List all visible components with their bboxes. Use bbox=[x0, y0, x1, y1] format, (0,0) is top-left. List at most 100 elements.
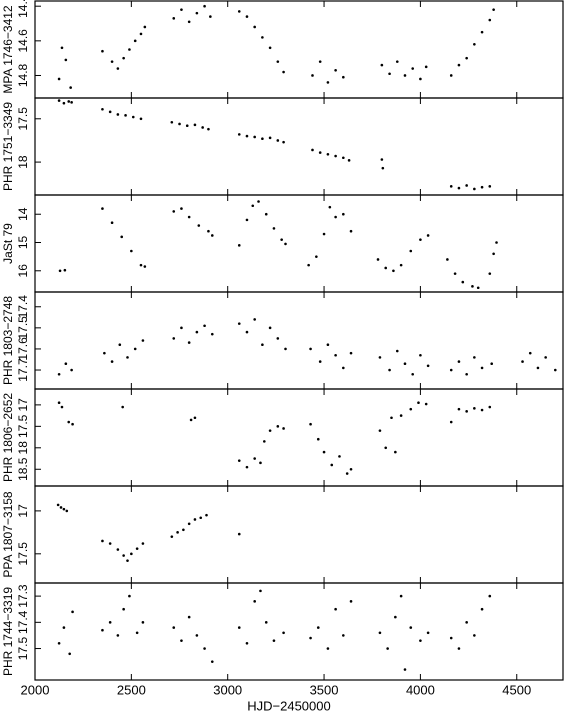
data-point bbox=[58, 269, 62, 273]
y-tick-label: 17 bbox=[16, 398, 30, 412]
data-point bbox=[473, 407, 476, 410]
data-point bbox=[330, 463, 334, 467]
data-point bbox=[465, 184, 468, 187]
data-point bbox=[488, 594, 492, 598]
data-point bbox=[170, 120, 174, 124]
data-point bbox=[309, 636, 312, 640]
data-point bbox=[101, 107, 104, 111]
data-point bbox=[390, 416, 393, 420]
x-tick-label: 3000 bbox=[213, 682, 242, 697]
data-point bbox=[172, 210, 176, 213]
data-point bbox=[68, 652, 71, 656]
y-tick-label: 14 bbox=[16, 207, 30, 221]
data-point bbox=[245, 330, 249, 334]
data-point bbox=[259, 461, 262, 465]
data-point bbox=[480, 366, 484, 370]
data-point bbox=[384, 446, 388, 450]
data-point bbox=[488, 185, 492, 188]
data-point bbox=[426, 234, 430, 237]
data-point bbox=[480, 408, 484, 412]
data-point bbox=[251, 204, 255, 208]
data-point bbox=[70, 368, 73, 372]
data-point bbox=[457, 360, 461, 363]
data-point bbox=[334, 154, 337, 158]
data-point bbox=[488, 405, 492, 409]
data-point bbox=[419, 639, 422, 642]
data-point bbox=[143, 25, 147, 29]
y-tick-label: 17.5 bbox=[16, 542, 30, 566]
y-axis-label: MPA 1746−3412 bbox=[1, 5, 15, 94]
y-tick-label: 17.7 bbox=[16, 358, 30, 382]
data-point bbox=[449, 636, 453, 640]
data-point bbox=[195, 634, 199, 637]
data-point bbox=[57, 77, 61, 81]
data-point bbox=[116, 634, 120, 637]
y-tick-label: 17.5 bbox=[16, 316, 30, 340]
data-point bbox=[57, 99, 61, 102]
data-point bbox=[199, 516, 203, 520]
data-point bbox=[110, 360, 114, 363]
data-point bbox=[135, 547, 139, 550]
data-point bbox=[495, 241, 498, 244]
data-point bbox=[449, 420, 453, 424]
data-point bbox=[476, 286, 480, 290]
data-point bbox=[203, 647, 206, 650]
data-point bbox=[110, 60, 114, 63]
data-point bbox=[322, 450, 326, 454]
data-point bbox=[122, 607, 125, 611]
data-point bbox=[409, 407, 413, 411]
data-point bbox=[473, 43, 476, 46]
data-point bbox=[108, 621, 112, 624]
data-point bbox=[521, 360, 524, 363]
data-point bbox=[126, 559, 129, 562]
y-tick-label: 18 bbox=[16, 155, 30, 169]
data-point bbox=[394, 450, 397, 454]
data-point bbox=[245, 15, 249, 18]
data-point bbox=[284, 347, 287, 351]
data-point bbox=[544, 356, 547, 359]
data-point bbox=[461, 280, 465, 284]
data-point bbox=[342, 634, 345, 637]
data-point bbox=[492, 8, 495, 11]
data-point bbox=[388, 72, 391, 76]
data-point bbox=[311, 74, 314, 77]
data-point bbox=[59, 506, 63, 509]
data-point bbox=[128, 48, 131, 51]
data-point bbox=[342, 366, 345, 370]
data-point bbox=[465, 372, 468, 376]
data-point bbox=[272, 639, 276, 642]
data-point bbox=[282, 70, 285, 74]
panel-frame bbox=[34, 388, 564, 487]
data-point bbox=[316, 626, 320, 629]
data-point bbox=[553, 368, 557, 372]
data-point bbox=[203, 4, 206, 8]
panel-frame bbox=[34, 97, 564, 196]
data-point bbox=[334, 607, 337, 611]
data-point bbox=[349, 229, 353, 233]
data-point bbox=[316, 437, 320, 441]
data-point bbox=[378, 356, 382, 359]
data-point bbox=[307, 263, 310, 267]
data-point bbox=[282, 140, 285, 144]
data-point bbox=[62, 101, 66, 105]
data-point bbox=[411, 372, 414, 376]
data-point bbox=[141, 339, 145, 342]
y-tick-label: 14.6 bbox=[16, 29, 30, 53]
data-point bbox=[110, 221, 114, 225]
data-point bbox=[449, 74, 453, 77]
data-point bbox=[457, 647, 461, 650]
data-point bbox=[101, 628, 104, 632]
data-point bbox=[268, 136, 272, 140]
data-point bbox=[203, 324, 206, 328]
data-point bbox=[176, 531, 179, 534]
data-point bbox=[342, 212, 345, 216]
data-point bbox=[395, 349, 399, 353]
data-point bbox=[237, 10, 241, 13]
data-point bbox=[261, 36, 264, 39]
x-tick-label: 4000 bbox=[406, 682, 435, 697]
y-tick-label: 17.4 bbox=[16, 610, 30, 634]
data-point bbox=[141, 621, 145, 624]
data-point bbox=[120, 235, 124, 239]
data-point bbox=[237, 459, 241, 462]
data-point bbox=[465, 410, 468, 413]
